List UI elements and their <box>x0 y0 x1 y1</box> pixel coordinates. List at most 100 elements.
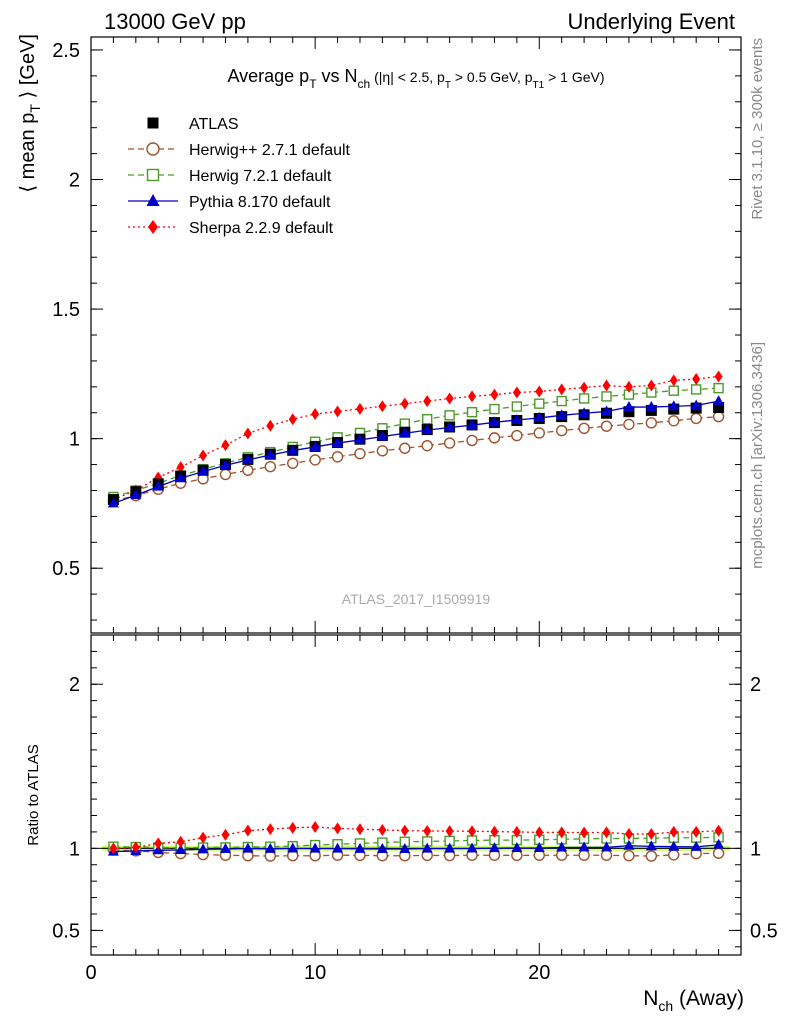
x-tick-label: 20 <box>528 962 550 984</box>
data-point <box>713 382 724 394</box>
data-point <box>624 380 633 393</box>
main-axis-ticks <box>90 37 742 633</box>
data-point <box>333 405 342 418</box>
data-point <box>647 379 656 392</box>
legend-marker <box>146 168 160 182</box>
data-point <box>444 421 456 432</box>
ratio-series-line <box>113 836 719 849</box>
data-point <box>556 409 568 420</box>
ratio-data-point <box>243 824 252 837</box>
ratio-data-point <box>219 842 231 853</box>
ratio-data-point <box>333 822 342 835</box>
ratio-data-point <box>197 843 209 854</box>
data-point <box>331 451 344 463</box>
data-point <box>713 402 725 414</box>
data-point <box>714 370 723 383</box>
x-axis-label: Nch (Away) <box>643 987 744 1014</box>
ratio-data-point <box>623 850 635 862</box>
ratio-data-point <box>264 842 276 853</box>
data-point <box>309 440 321 451</box>
ratio-data-point <box>109 842 118 855</box>
ratio-data-point <box>645 840 657 851</box>
data-point <box>378 400 387 413</box>
ratio-plot-panel: 0.5 0.5 1 1 2 2 <box>52 634 778 956</box>
ratio-data-point <box>647 828 656 841</box>
ratio-data-point <box>199 831 208 844</box>
data-point <box>555 424 568 437</box>
data-point <box>580 381 589 394</box>
data-point <box>422 414 433 425</box>
ratio-series-2 <box>107 838 725 856</box>
ratio-data-point <box>624 828 633 841</box>
data-point <box>690 399 702 410</box>
data-point <box>490 388 499 401</box>
legend-entry: ATLAS <box>147 116 239 133</box>
y-tick-label: 2 <box>69 170 80 192</box>
ratio-data-point <box>444 842 456 853</box>
ratio-data-point <box>578 841 590 852</box>
ratio-data-point <box>668 849 680 861</box>
ratio-data-point <box>311 821 320 833</box>
series-0 <box>107 402 725 506</box>
data-point <box>287 457 299 469</box>
main-y-axis-label: ⟨ mean pT ⟩ [GeV] <box>17 34 43 193</box>
x-tick-label: 0 <box>85 962 96 984</box>
ratio-series-layer <box>107 821 725 862</box>
data-point <box>287 444 299 455</box>
ratio-series-3 <box>109 821 723 855</box>
data-point <box>712 410 725 423</box>
data-point <box>264 460 277 473</box>
ratio-data-point <box>221 828 230 841</box>
data-point <box>669 374 678 387</box>
data-point <box>423 395 432 408</box>
series-4 <box>109 370 723 506</box>
data-point <box>354 433 366 444</box>
ratio-data-point <box>690 840 702 851</box>
data-point <box>466 419 478 430</box>
series-3 <box>107 395 725 508</box>
y-tick-label: 1.5 <box>52 299 80 321</box>
data-point <box>557 383 566 396</box>
ratio-data-point <box>242 842 254 853</box>
data-point <box>197 465 209 476</box>
ratio-data-point <box>602 826 611 839</box>
data-point <box>376 445 389 457</box>
ratio-data-point <box>445 825 454 838</box>
ratio-data-point <box>645 850 658 862</box>
data-point <box>219 459 231 470</box>
ratio-data-point <box>601 841 613 852</box>
data-point <box>468 390 477 403</box>
legend-entry: Herwig 7.2.1 default <box>128 168 332 185</box>
data-point <box>264 448 276 459</box>
data-point <box>242 453 254 464</box>
ratio-data-point <box>555 849 568 861</box>
main-series-layer <box>107 370 725 508</box>
ratio-y-axis-label: Ratio to ATLAS <box>25 744 42 845</box>
ratio-data-point <box>488 842 500 853</box>
series-line <box>113 387 719 498</box>
legend-label: Herwig++ 2.7.1 default <box>189 142 351 159</box>
data-point <box>533 427 545 439</box>
data-point <box>489 403 500 415</box>
ratio-data-point <box>533 842 545 853</box>
ratio-series-line <box>113 826 719 849</box>
data-point <box>535 385 544 398</box>
ratio-data-point <box>131 841 140 854</box>
data-point <box>645 417 658 429</box>
data-point <box>107 497 119 508</box>
data-point <box>511 429 523 442</box>
data-point <box>511 413 523 424</box>
y-tick-label: 1 <box>69 429 80 451</box>
ratio-data-point <box>490 825 499 838</box>
data-point <box>488 416 500 427</box>
legend-marker <box>147 117 159 129</box>
data-point <box>309 454 321 466</box>
data-point <box>690 412 702 425</box>
ratio-series-line <box>113 849 719 857</box>
analysis-id-label: ATLAS_2017_I1509919 <box>342 591 491 607</box>
data-point <box>512 386 521 399</box>
data-point <box>668 400 680 411</box>
data-point <box>578 422 590 434</box>
data-point <box>623 418 635 431</box>
